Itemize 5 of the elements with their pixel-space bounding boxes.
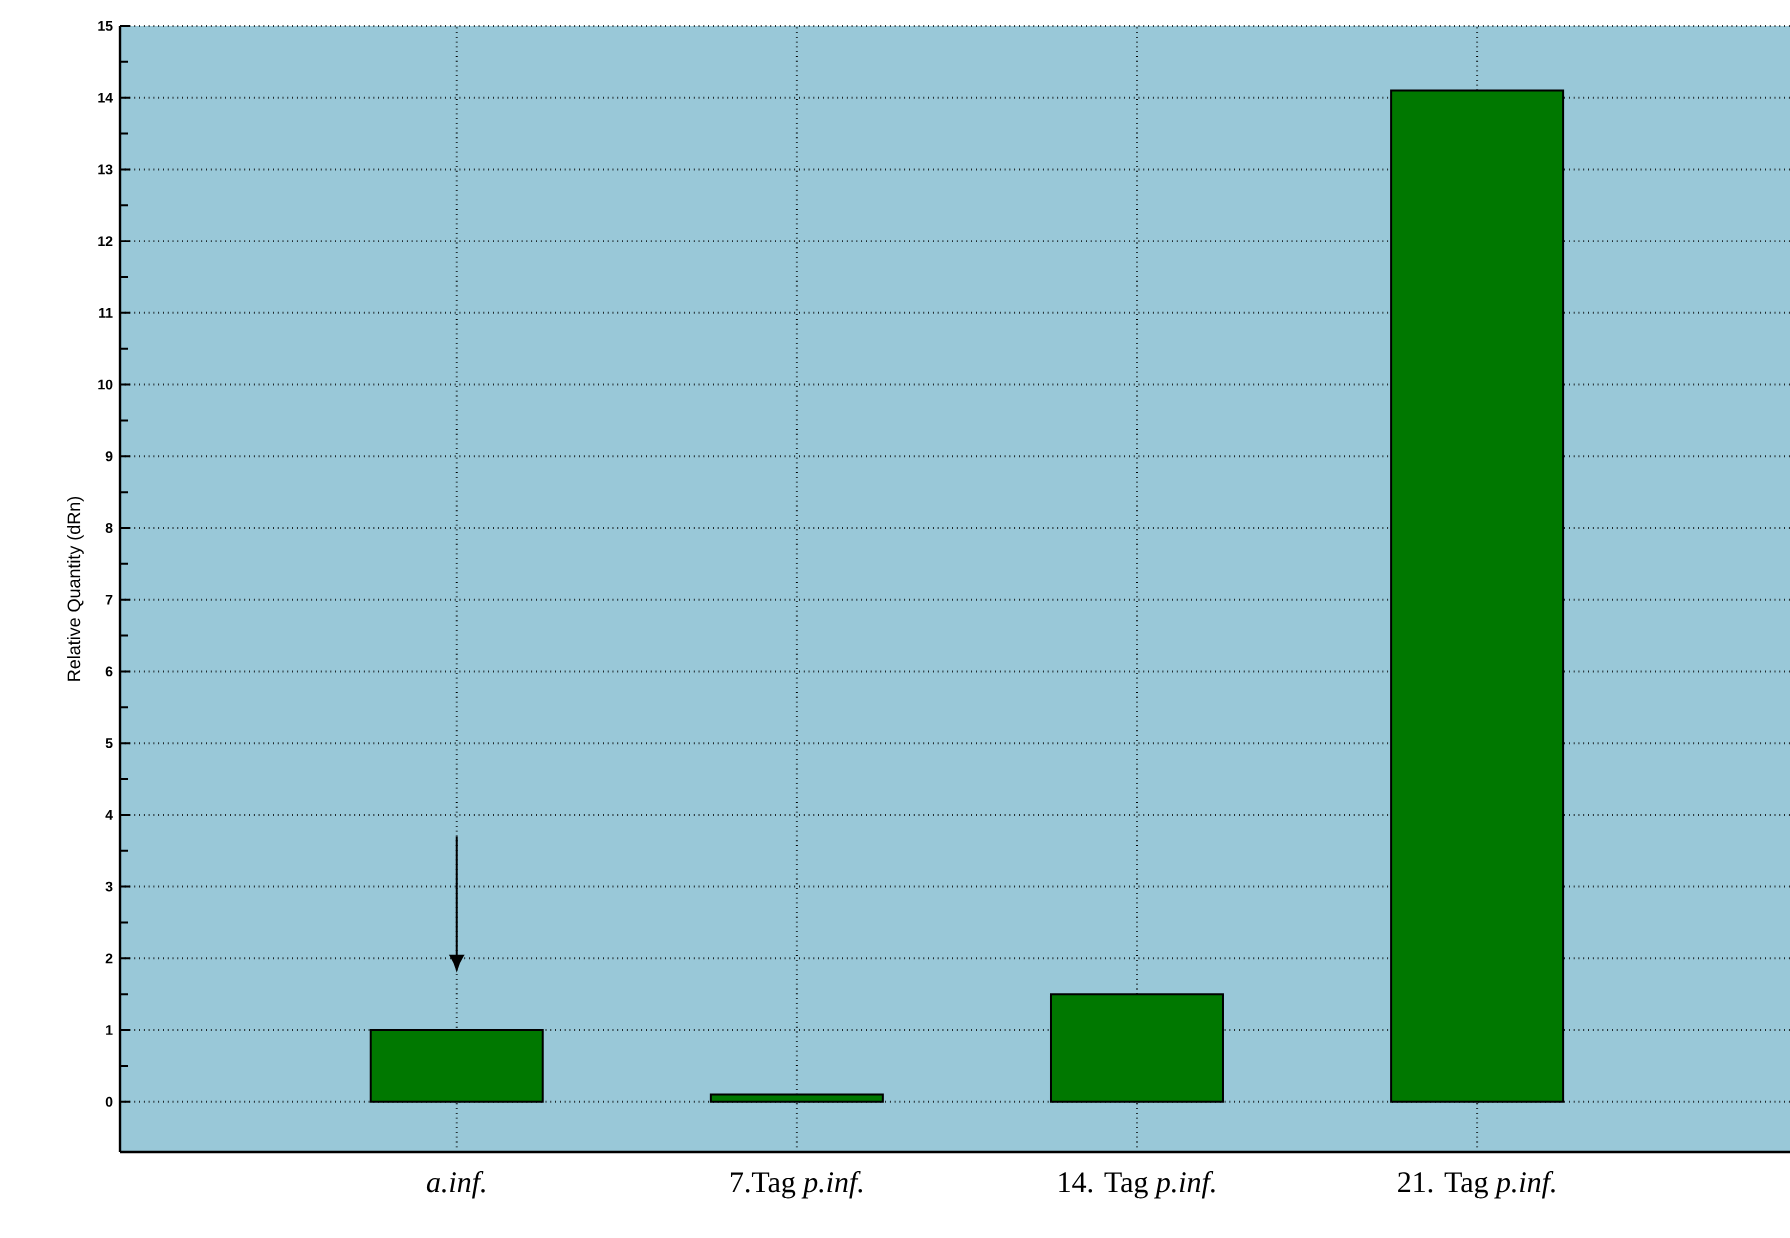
x-tick-label: 7.Tag p.inf.	[730, 1171, 863, 1199]
x-tick-label: 21. Tag p.inf.	[1398, 1171, 1555, 1199]
x-tick-label: a.inf.	[426, 1171, 485, 1199]
x-tick-label: 14. Tag p.inf.	[1059, 1171, 1215, 1199]
y-axis-title: Relative Quantity (dRn)	[67, 496, 84, 681]
